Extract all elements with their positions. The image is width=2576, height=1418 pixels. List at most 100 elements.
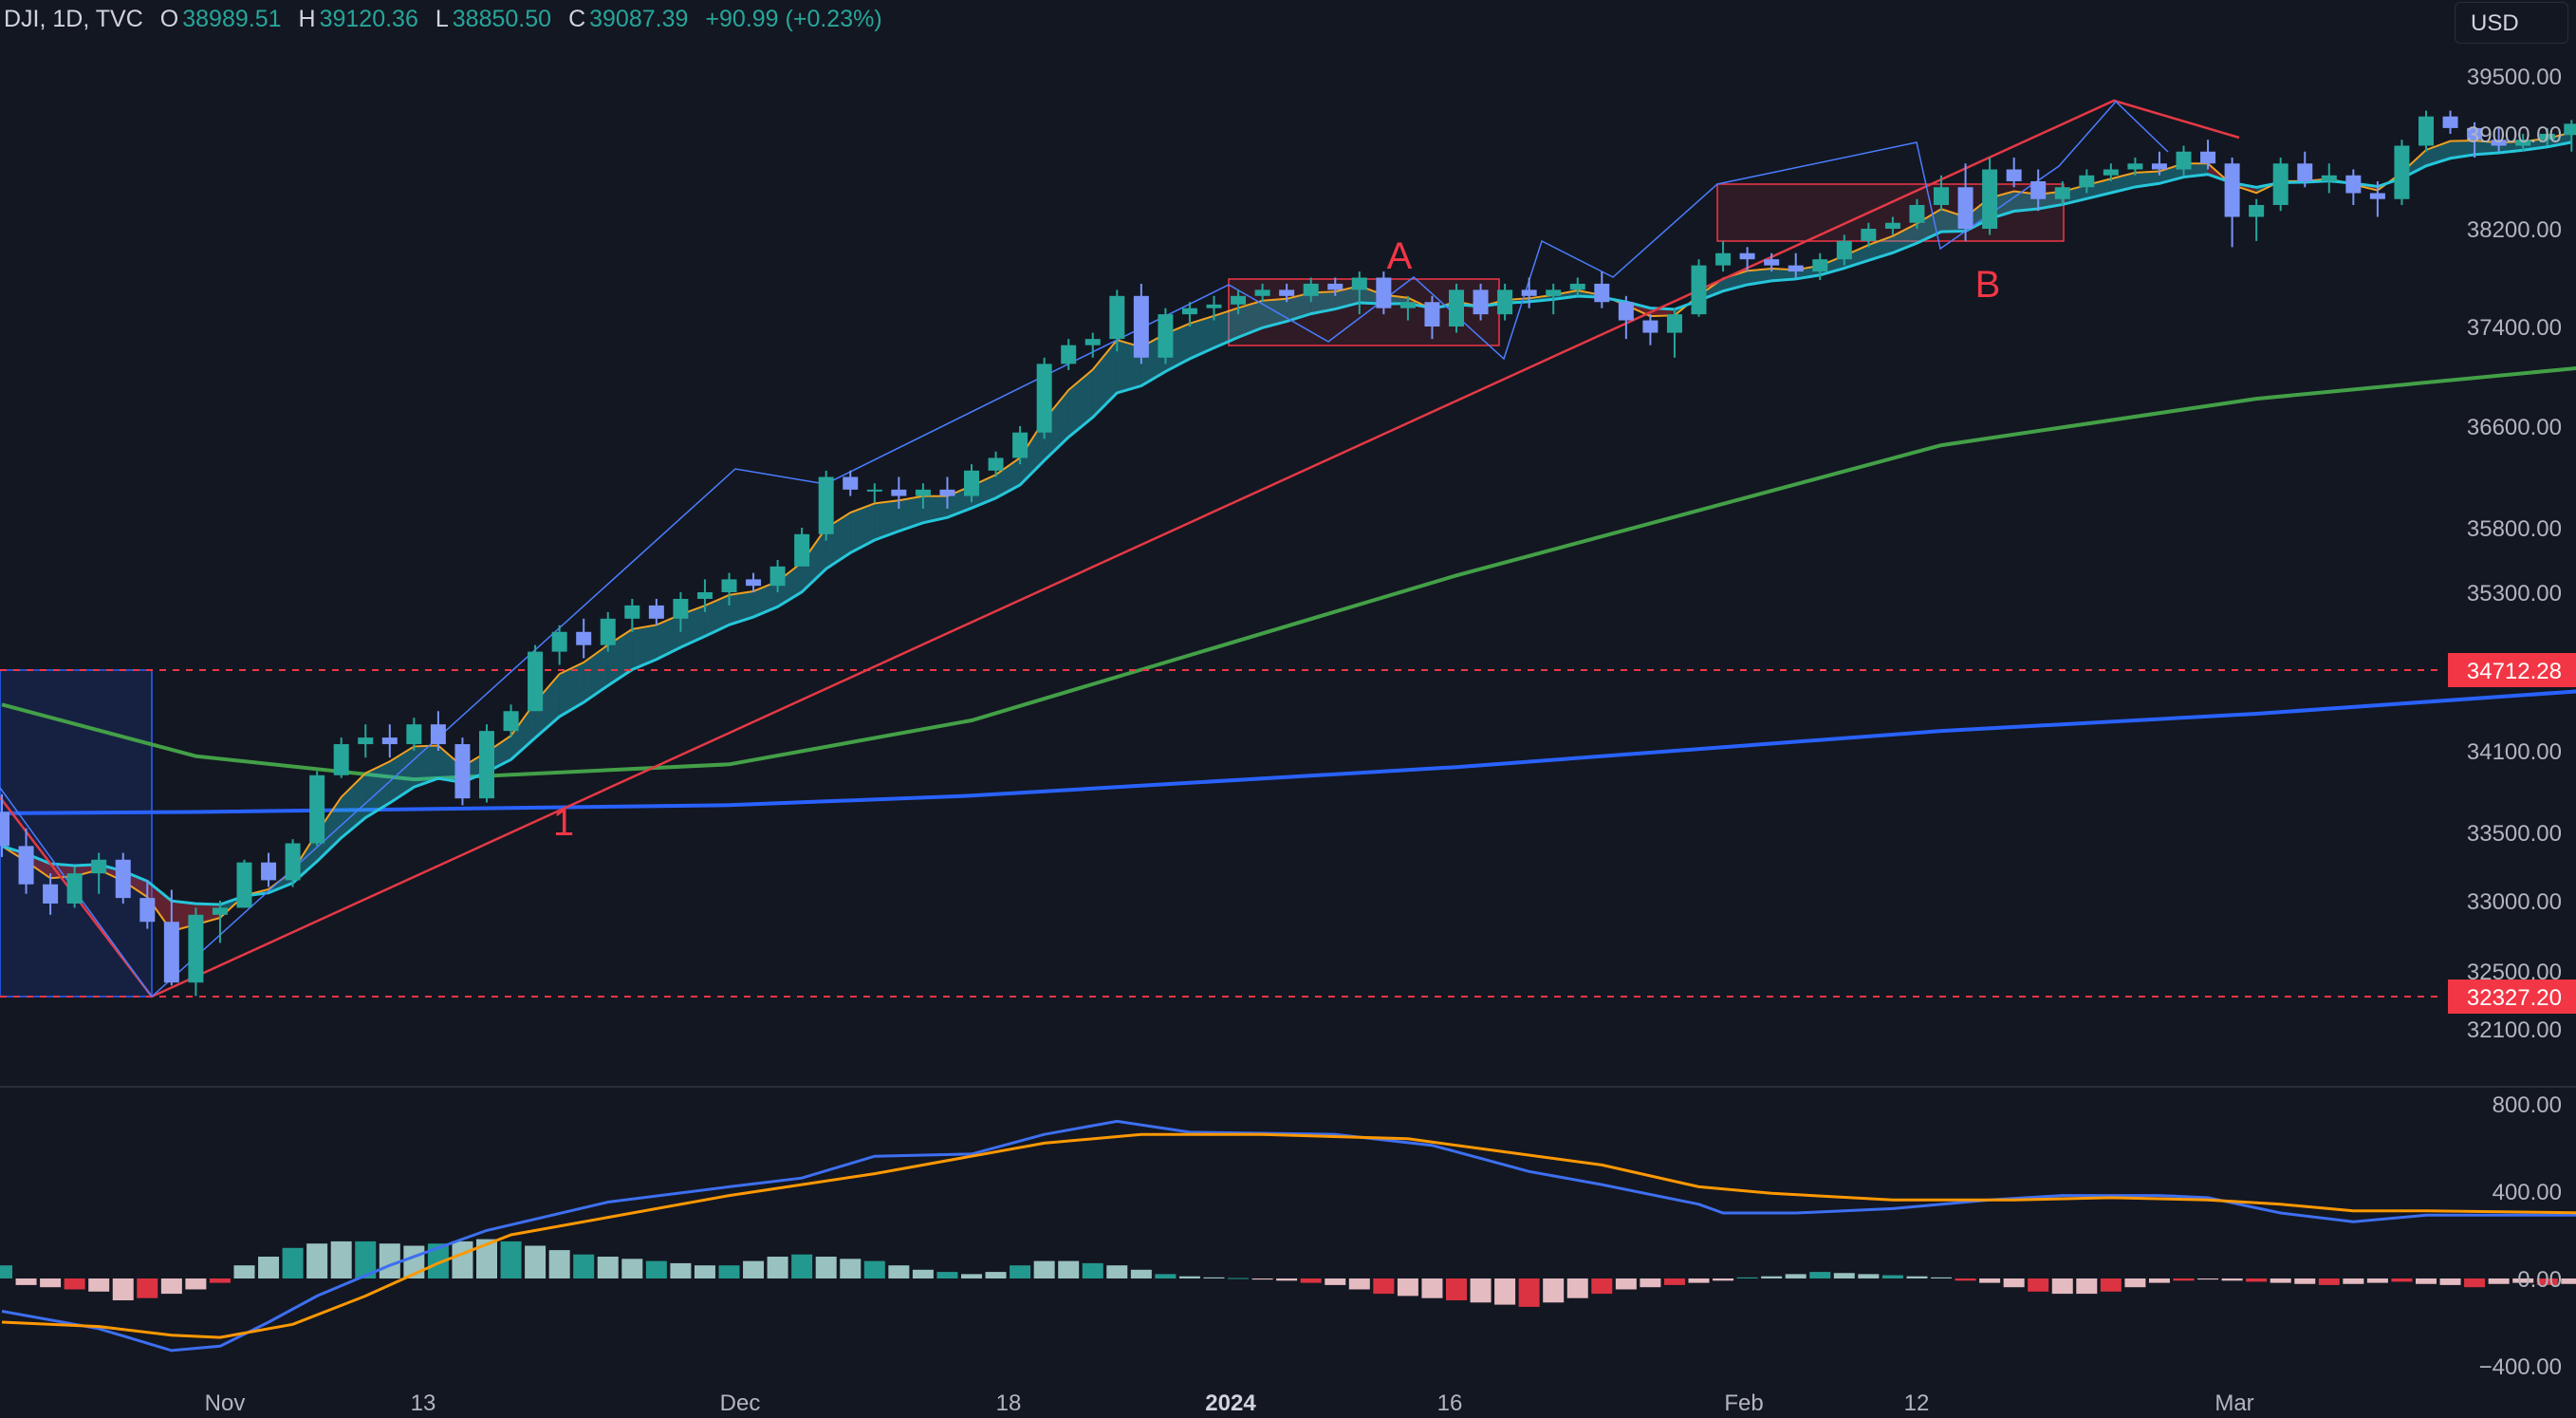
ema-cloud-fill	[1287, 292, 1311, 322]
macd-histogram-bar	[2197, 1278, 2219, 1280]
candle	[1133, 283, 1149, 364]
ema-cloud-fill	[899, 495, 923, 532]
candle	[2345, 169, 2362, 205]
candle	[2564, 120, 2576, 152]
candle-body	[673, 598, 689, 619]
macd-histogram-bar	[1518, 1278, 1540, 1307]
candle	[454, 737, 471, 806]
ema-cloud-fill	[1771, 269, 1796, 281]
candle	[1351, 271, 1367, 315]
candle	[309, 771, 325, 847]
ema-slow-line	[1, 140, 2572, 906]
annotation-label: 1	[553, 802, 574, 844]
candle-body	[2079, 175, 2095, 188]
candle	[2321, 163, 2337, 194]
candle-body	[794, 533, 810, 567]
candle-body	[696, 592, 713, 599]
candle	[2491, 127, 2507, 152]
macd-histogram-bar	[1130, 1269, 1152, 1278]
candle	[115, 852, 131, 904]
candle	[1861, 222, 1877, 248]
macd-histogram-bar	[2076, 1278, 2098, 1295]
candle-body	[528, 651, 544, 712]
change-value: +90.99 (+0.23%)	[705, 6, 882, 32]
ema-cloud-fill	[704, 594, 730, 637]
macd-histogram-bar	[694, 1265, 715, 1278]
candle	[2418, 110, 2434, 152]
candle	[648, 598, 664, 625]
macd-histogram-bar	[330, 1241, 352, 1278]
macd-histogram-bar	[1470, 1278, 1492, 1303]
macd-histogram-bar	[767, 1257, 788, 1278]
currency-button[interactable]: USD	[2455, 2, 2568, 44]
candle	[2006, 158, 2022, 188]
macd-histogram-bar	[1785, 1274, 1807, 1278]
macd-histogram-bar	[2561, 1278, 2576, 1284]
candle-body	[1569, 283, 1585, 290]
ema-cloud-fill	[777, 562, 803, 607]
ema-cloud-fill	[632, 625, 657, 670]
macd-histogram-bar	[1251, 1278, 1273, 1280]
macd-histogram-bar	[2221, 1278, 2243, 1281]
symbol-title[interactable]: DJI, 1D, TVC	[4, 6, 143, 32]
candle	[2249, 198, 2265, 241]
candle	[2103, 163, 2119, 181]
candle	[212, 901, 228, 943]
signal-line	[1, 1132, 2576, 1339]
macd-histogram-bar	[1106, 1265, 1128, 1278]
ma-100-line	[1, 365, 2576, 782]
candle	[0, 793, 9, 857]
candle	[866, 483, 882, 503]
candle-body	[1497, 289, 1513, 315]
macd-histogram-bar	[936, 1272, 958, 1278]
zigzag-line	[0, 100, 2169, 998]
price-axis-tick: 35800.00	[2467, 516, 2562, 542]
candle	[939, 476, 955, 509]
candle-body	[2418, 116, 2434, 146]
candle	[1982, 158, 1998, 235]
candle	[1715, 240, 1732, 272]
macd-histogram-bar	[1615, 1278, 1637, 1290]
candle-body	[1061, 345, 1077, 364]
macd-histogram-bar	[379, 1243, 400, 1278]
candle-body	[1424, 302, 1440, 327]
candle	[1691, 259, 1707, 317]
candle	[2151, 151, 2167, 176]
macd-histogram-bar	[1397, 1278, 1418, 1297]
macd-histogram-bar	[1373, 1278, 1395, 1295]
macd-histogram-bar	[2488, 1278, 2510, 1284]
macd-histogram-bar	[2439, 1278, 2461, 1285]
macd-histogram-bar	[2391, 1278, 2413, 1282]
candle	[2369, 181, 2385, 217]
candle-body	[0, 812, 9, 847]
ema-cloud-fill	[802, 528, 826, 592]
candle	[1061, 339, 1077, 370]
candle	[1012, 426, 1029, 465]
candle-body	[2200, 151, 2216, 164]
candle-body	[1181, 308, 1197, 315]
candle	[163, 889, 179, 986]
candle	[2442, 110, 2458, 134]
candle	[1764, 252, 1780, 272]
macd-histogram-bar	[258, 1257, 280, 1278]
macd-histogram-bar	[597, 1257, 619, 1278]
candle	[333, 737, 349, 778]
candle	[1206, 295, 1222, 321]
candle	[2297, 151, 2313, 188]
macd-histogram-bar	[1276, 1278, 1298, 1281]
candle-body	[2054, 187, 2070, 199]
time-axis-tick: Mar	[2215, 1390, 2253, 1416]
candle-body	[1546, 289, 1562, 296]
candle	[285, 839, 301, 887]
macd-histogram-bar	[1300, 1278, 1322, 1283]
macd-histogram-bar	[0, 1265, 12, 1278]
candle-body	[769, 566, 786, 587]
candle	[2176, 145, 2192, 176]
candle-body	[2297, 163, 2313, 181]
macd-histogram-bar	[1591, 1278, 1613, 1295]
macd-histogram-bar	[840, 1259, 862, 1278]
macd-histogram-bar	[2246, 1278, 2268, 1282]
macd-histogram-bar	[40, 1278, 62, 1288]
candle-body	[503, 711, 519, 732]
